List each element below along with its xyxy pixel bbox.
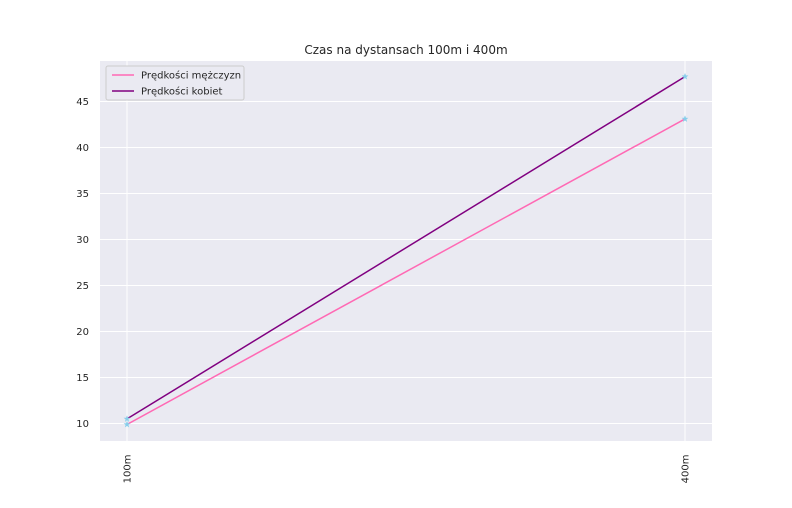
series-line xyxy=(126,118,686,426)
y-tick-label: 10 xyxy=(76,419,89,430)
legend-label: Prędkości kobiet xyxy=(141,86,223,98)
plot-area xyxy=(100,61,712,441)
legend-label: Prędkości mężczyzn xyxy=(141,70,241,82)
y-tick-label: 25 xyxy=(76,281,89,292)
legend-box xyxy=(105,65,245,101)
data-point-marker xyxy=(681,115,689,122)
y-tick-label: 45 xyxy=(76,97,89,108)
y-tick-label: 20 xyxy=(76,327,89,338)
chart-title: Czas na dystansach 100m i 400m xyxy=(304,43,507,57)
x-tick-label: 100m xyxy=(123,455,134,484)
data-point-marker xyxy=(681,73,689,80)
y-tick-label: 30 xyxy=(76,235,89,246)
y-tick-label: 40 xyxy=(76,143,89,154)
x-tick-label: 400m xyxy=(681,455,692,484)
data-point-marker xyxy=(123,420,131,428)
data-point-marker xyxy=(123,415,131,422)
y-tick-label: 35 xyxy=(76,189,89,200)
y-tick-label: 15 xyxy=(76,373,89,384)
series-line xyxy=(126,76,686,420)
